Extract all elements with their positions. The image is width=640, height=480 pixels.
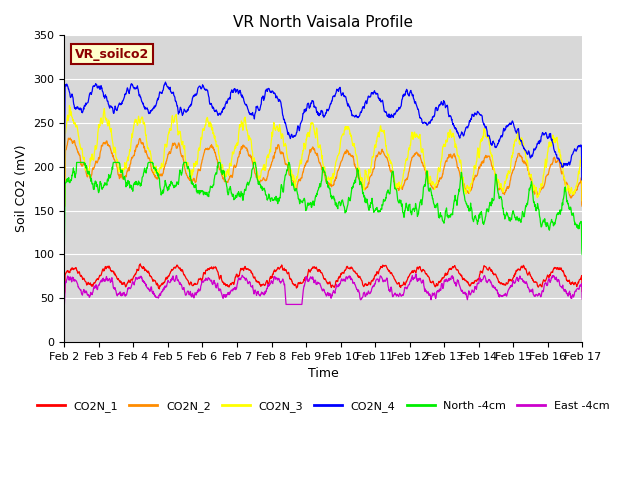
CO2N_3	[163, 139, 171, 145]
CO2N_2	[67, 135, 74, 141]
CO2N_4	[517, 138, 525, 144]
Line: CO2N_3: CO2N_3	[65, 106, 582, 206]
CO2N_4	[234, 88, 242, 94]
North -4cm	[73, 159, 81, 165]
Line: East -4cm: East -4cm	[65, 274, 582, 304]
North -4cm	[234, 192, 242, 198]
Title: VR North Vaisala Profile: VR North Vaisala Profile	[233, 15, 413, 30]
CO2N_1	[163, 275, 171, 280]
CO2N_2	[61, 204, 68, 209]
CO2N_3	[176, 129, 184, 134]
North -4cm	[472, 213, 479, 218]
CO2N_3	[234, 142, 242, 147]
CO2N_1	[472, 278, 479, 284]
East -4cm	[472, 284, 479, 290]
East -4cm	[517, 276, 525, 282]
East -4cm	[163, 282, 171, 288]
CO2N_2	[176, 145, 184, 151]
Y-axis label: Soil CO2 (mV): Soil CO2 (mV)	[15, 145, 28, 232]
CO2N_1	[176, 266, 184, 272]
Line: CO2N_4: CO2N_4	[65, 82, 582, 180]
CO2N_4	[176, 107, 184, 113]
Line: North -4cm: North -4cm	[65, 162, 582, 254]
CO2N_4	[163, 84, 171, 90]
CO2N_2	[579, 204, 586, 209]
CO2N_4	[579, 177, 586, 183]
East -4cm	[579, 296, 586, 302]
CO2N_3	[61, 204, 68, 209]
X-axis label: Time: Time	[308, 367, 339, 380]
North -4cm	[517, 219, 525, 225]
CO2N_1	[136, 261, 144, 267]
CO2N_1	[517, 264, 525, 270]
East -4cm	[234, 281, 241, 287]
North -4cm	[61, 242, 68, 248]
CO2N_4	[61, 177, 68, 183]
East -4cm	[412, 271, 420, 276]
CO2N_4	[404, 91, 412, 96]
CO2N_2	[404, 175, 412, 180]
CO2N_1	[579, 288, 586, 294]
CO2N_3	[517, 137, 525, 143]
North -4cm	[579, 252, 586, 257]
CO2N_2	[472, 172, 479, 178]
CO2N_2	[163, 155, 171, 161]
Legend: CO2N_1, CO2N_2, CO2N_3, CO2N_4, North -4cm, East -4cm: CO2N_1, CO2N_2, CO2N_3, CO2N_4, North -4…	[33, 397, 614, 417]
CO2N_1	[61, 291, 68, 297]
Text: VR_soilco2: VR_soilco2	[75, 48, 149, 60]
North -4cm	[176, 167, 184, 173]
CO2N_3	[65, 103, 73, 108]
CO2N_2	[517, 154, 525, 159]
CO2N_3	[472, 163, 479, 168]
North -4cm	[163, 186, 171, 192]
Line: CO2N_1: CO2N_1	[65, 264, 582, 294]
East -4cm	[403, 285, 411, 291]
Line: CO2N_2: CO2N_2	[65, 138, 582, 206]
CO2N_1	[234, 274, 242, 280]
CO2N_3	[404, 155, 412, 161]
East -4cm	[61, 301, 68, 307]
CO2N_4	[472, 111, 479, 117]
CO2N_3	[579, 198, 586, 204]
CO2N_1	[404, 276, 412, 282]
East -4cm	[176, 281, 184, 287]
CO2N_2	[234, 155, 242, 161]
CO2N_4	[162, 79, 170, 85]
North -4cm	[404, 206, 412, 212]
